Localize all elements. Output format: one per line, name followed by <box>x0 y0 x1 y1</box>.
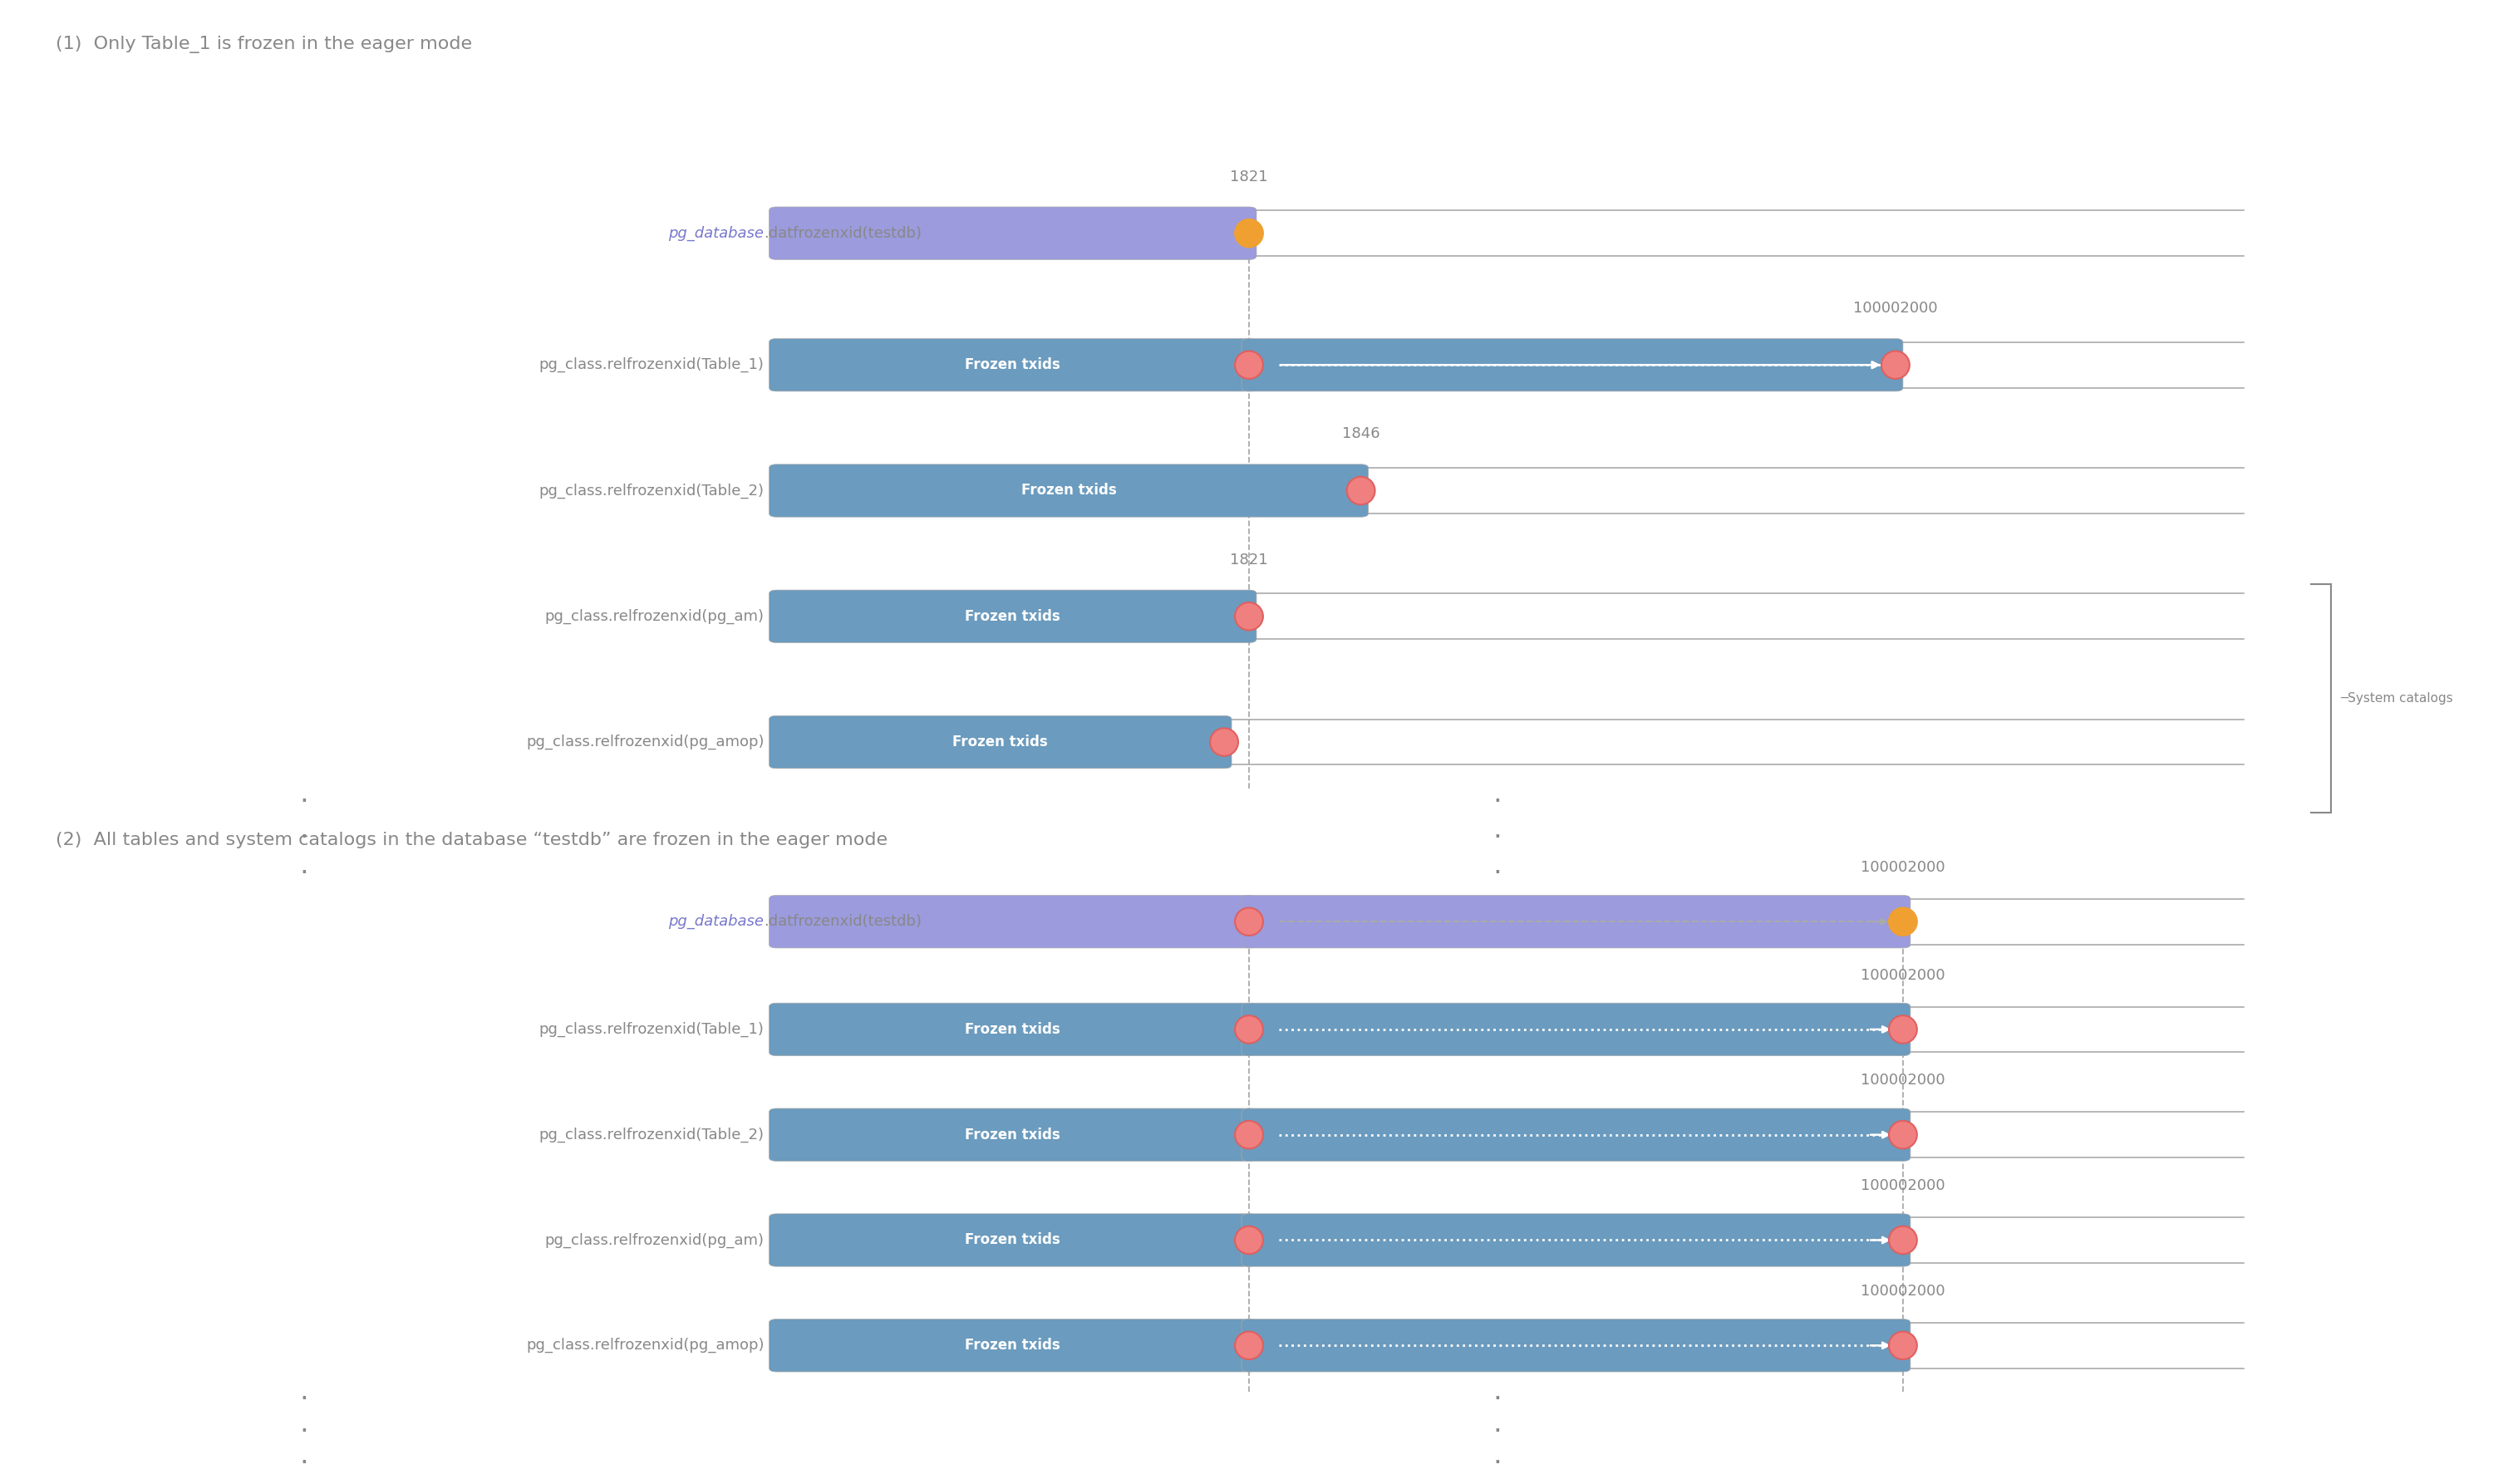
Ellipse shape <box>1234 1331 1264 1359</box>
Text: 100002000: 100002000 <box>1861 1178 1946 1193</box>
FancyBboxPatch shape <box>769 206 1256 260</box>
Text: ·: · <box>1494 824 1501 852</box>
Ellipse shape <box>1234 1226 1264 1254</box>
FancyBboxPatch shape <box>1242 1319 1911 1371</box>
Text: pg_class.relfrozenxid(pg_amop): pg_class.relfrozenxid(pg_amop) <box>527 735 764 749</box>
Text: pg_class.relfrozenxid(Table_2): pg_class.relfrozenxid(Table_2) <box>540 484 764 499</box>
Text: pg_class.relfrozenxid(pg_am): pg_class.relfrozenxid(pg_am) <box>545 1233 764 1248</box>
Text: 1821: 1821 <box>1229 552 1269 567</box>
Text: Frozen txids: Frozen txids <box>964 358 1062 372</box>
Text: ─System catalogs: ─System catalogs <box>2341 692 2453 705</box>
Ellipse shape <box>1888 1331 1916 1359</box>
Ellipse shape <box>1888 1226 1916 1254</box>
Text: (1)  Only Table_1 is frozen in the eager mode: (1) Only Table_1 is frozen in the eager … <box>55 36 472 53</box>
Ellipse shape <box>1888 1015 1916 1043</box>
Text: Frozen txids: Frozen txids <box>964 1022 1062 1037</box>
Text: 1821: 1821 <box>1229 169 1269 184</box>
FancyBboxPatch shape <box>769 715 1232 769</box>
Text: ·: · <box>300 788 310 816</box>
Ellipse shape <box>1346 476 1374 505</box>
Text: 100002000: 100002000 <box>1854 301 1938 316</box>
Ellipse shape <box>1209 729 1239 755</box>
Ellipse shape <box>1234 908 1264 935</box>
Text: ·: · <box>1494 861 1501 887</box>
Text: .datfrozenxid(testdb): .datfrozenxid(testdb) <box>764 226 922 240</box>
FancyBboxPatch shape <box>1242 1109 1911 1160</box>
Text: ·: · <box>300 824 310 852</box>
Text: 100002000: 100002000 <box>1861 1284 1946 1298</box>
FancyBboxPatch shape <box>1242 338 1903 392</box>
Ellipse shape <box>1881 352 1908 378</box>
Text: pg_database: pg_database <box>669 914 764 929</box>
FancyBboxPatch shape <box>1242 1003 1911 1055</box>
Text: pg_database: pg_database <box>669 226 764 240</box>
Text: ·: · <box>1494 1450 1501 1478</box>
Text: pg_class.relfrozenxid(Table_1): pg_class.relfrozenxid(Table_1) <box>540 1022 764 1037</box>
Text: pg_class.relfrozenxid(pg_amop): pg_class.relfrozenxid(pg_amop) <box>527 1339 764 1353</box>
Text: Frozen txids: Frozen txids <box>964 608 1062 623</box>
Text: ·: · <box>1494 1419 1501 1445</box>
Text: Frozen txids: Frozen txids <box>1022 484 1117 499</box>
FancyBboxPatch shape <box>769 464 1369 516</box>
Text: ·: · <box>300 1419 310 1445</box>
Text: .datfrozenxid(testdb): .datfrozenxid(testdb) <box>764 914 922 929</box>
Ellipse shape <box>1234 1015 1264 1043</box>
Text: 1846: 1846 <box>1341 426 1379 442</box>
FancyBboxPatch shape <box>769 895 1256 948</box>
Ellipse shape <box>1888 1120 1916 1149</box>
FancyBboxPatch shape <box>769 1003 1256 1055</box>
FancyBboxPatch shape <box>1242 895 1911 948</box>
Text: 100002000: 100002000 <box>1861 1073 1946 1088</box>
FancyBboxPatch shape <box>1242 1214 1911 1266</box>
Text: Frozen txids: Frozen txids <box>952 735 1049 749</box>
Text: ·: · <box>300 861 310 887</box>
Text: Frozen txids: Frozen txids <box>964 1339 1062 1353</box>
FancyBboxPatch shape <box>769 1214 1256 1266</box>
FancyBboxPatch shape <box>769 1109 1256 1160</box>
FancyBboxPatch shape <box>769 338 1256 392</box>
Ellipse shape <box>1888 908 1916 935</box>
Ellipse shape <box>1234 220 1264 248</box>
FancyBboxPatch shape <box>769 1319 1256 1371</box>
Text: pg_class.relfrozenxid(Table_1): pg_class.relfrozenxid(Table_1) <box>540 358 764 372</box>
Text: ·: · <box>300 1386 310 1413</box>
Text: (2)  All tables and system catalogs in the database “testdb” are frozen in the e: (2) All tables and system catalogs in th… <box>55 833 887 849</box>
Text: ·: · <box>1494 1386 1501 1413</box>
Text: ·: · <box>1494 788 1501 816</box>
Text: Frozen txids: Frozen txids <box>964 1233 1062 1248</box>
Ellipse shape <box>1234 352 1264 378</box>
Text: Frozen txids: Frozen txids <box>964 1128 1062 1143</box>
Text: pg_class.relfrozenxid(Table_2): pg_class.relfrozenxid(Table_2) <box>540 1128 764 1143</box>
Text: pg_class.relfrozenxid(pg_am): pg_class.relfrozenxid(pg_am) <box>545 608 764 623</box>
Ellipse shape <box>1234 1120 1264 1149</box>
Text: ·: · <box>300 1450 310 1478</box>
Ellipse shape <box>1234 603 1264 631</box>
FancyBboxPatch shape <box>769 591 1256 643</box>
Text: 100002000: 100002000 <box>1861 861 1946 876</box>
Text: 100002000: 100002000 <box>1861 968 1946 982</box>
